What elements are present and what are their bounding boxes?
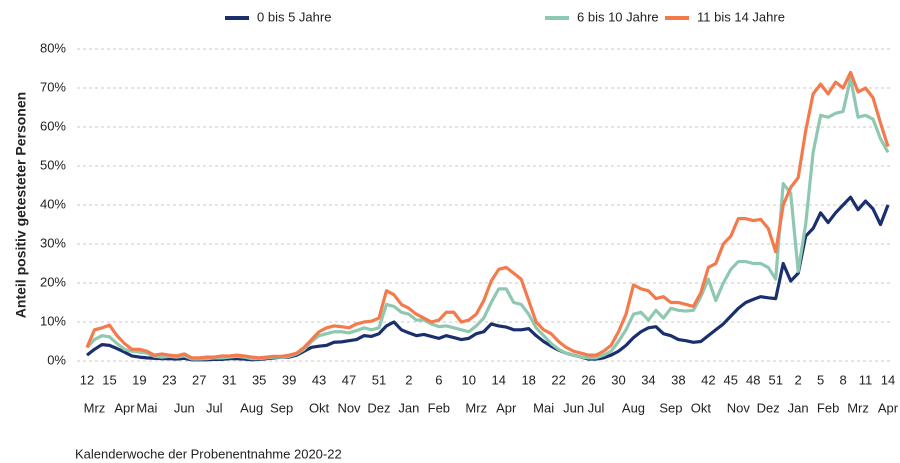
y-axis-title: Anteil positiv getesteter Personen [13,92,29,318]
x-month-label: Feb [817,400,839,415]
x-month-label: Mrz [847,400,869,415]
x-tick-label: 51 [768,372,782,387]
x-tick-label: 8 [839,372,846,387]
y-tick-label: 70% [40,79,66,94]
x-tick-label: 2 [405,372,412,387]
x-tick-label: 19 [132,372,146,387]
x-tick-label: 39 [282,372,296,387]
x-month-label: Mai [136,400,157,415]
x-month-label: Apr [496,400,517,415]
y-tick-label: 10% [40,313,66,328]
x-tick-label: 47 [342,372,356,387]
legend-label: 11 bis 14 Jahre [697,9,785,24]
x-month-label: Nov [727,400,751,415]
x-month-label: Okt [691,400,712,415]
series-line [85,70,890,360]
y-tick-label: 50% [40,157,66,172]
x-tick-label: 22 [551,372,565,387]
x-month-label: Sep [270,400,293,415]
y-tick-label: 0% [47,352,66,367]
x-tick-label: 6 [435,372,442,387]
x-tick-label: 43 [312,372,326,387]
x-month-label: Jan [398,400,419,415]
series-line [85,76,890,361]
x-tick-label: 14 [881,372,895,387]
x-tick-label: 34 [641,372,655,387]
x-month-label: Aug [622,400,645,415]
x-tick-label: 30 [611,372,625,387]
series-line [86,195,890,362]
x-month-label: Jul [206,400,223,415]
y-tick-label: 80% [40,40,66,55]
x-tick-label: 31 [222,372,236,387]
x-tick-label: 18 [521,372,535,387]
y-tick-label: 20% [40,274,66,289]
x-month-label: Apr [114,400,135,415]
x-tick-label: 2 [795,372,802,387]
x-tick-label: 10 [462,372,476,387]
x-month-label: Mrz [84,400,106,415]
x-month-label: Dez [367,400,390,415]
x-tick-label: 5 [817,372,824,387]
x-tick-label: 48 [746,372,760,387]
y-tick-label: 30% [40,235,66,250]
x-tick-label: 51 [372,372,386,387]
x-month-label: Jun [174,400,195,415]
x-tick-label: 11 [859,372,873,387]
y-tick-label: 40% [40,196,66,211]
x-tick-label: 35 [252,372,266,387]
x-tick-label: 12 [80,372,94,387]
x-month-label: Mrz [465,400,487,415]
x-month-label: Mai [533,400,554,415]
x-axis-title: Kalenderwoche der Probenentnahme 2020-22 [75,446,342,461]
x-tick-label: 14 [491,372,505,387]
x-tick-label: 27 [192,372,206,387]
x-month-label: Okt [309,400,330,415]
legend-label: 0 bis 5 Jahre [257,9,331,24]
x-tick-label: 45 [724,372,738,387]
x-tick-label: 42 [701,372,715,387]
x-tick-label: 38 [671,372,685,387]
x-month-label: Nov [337,400,361,415]
x-month-label: Jun [563,400,584,415]
y-tick-label: 60% [40,118,66,133]
x-month-label: Jan [788,400,809,415]
x-month-label: Jul [588,400,605,415]
legend-label: 6 bis 10 Jahre [577,9,659,24]
x-tick-label: 15 [102,372,116,387]
x-month-label: Feb [428,400,450,415]
x-month-label: Sep [659,400,682,415]
x-month-label: Aug [240,400,263,415]
x-tick-label: 26 [581,372,595,387]
x-month-label: Dez [757,400,780,415]
x-tick-label: 23 [162,372,176,387]
x-month-label: Apr [878,400,899,415]
